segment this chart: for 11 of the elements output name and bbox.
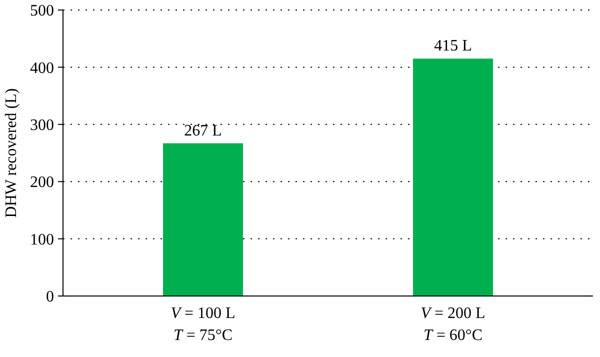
y-tick-label: 200 bbox=[30, 174, 54, 192]
x-tick-label: V = 100 L T = 75°C bbox=[170, 305, 236, 344]
y-tick-label: 300 bbox=[30, 117, 54, 134]
data-label: 267 L bbox=[184, 122, 222, 140]
y-tick-label: 100 bbox=[30, 231, 54, 248]
y-tick-label: 0 bbox=[46, 288, 54, 306]
data-label: 415 L bbox=[434, 38, 472, 55]
y-axis-title: DHW recovered (L) bbox=[3, 88, 20, 218]
x-tick-label: V = 200 L T = 60°C bbox=[420, 305, 486, 344]
y-tick-label: 400 bbox=[30, 60, 54, 77]
y-tick-label: 500 bbox=[30, 2, 54, 20]
